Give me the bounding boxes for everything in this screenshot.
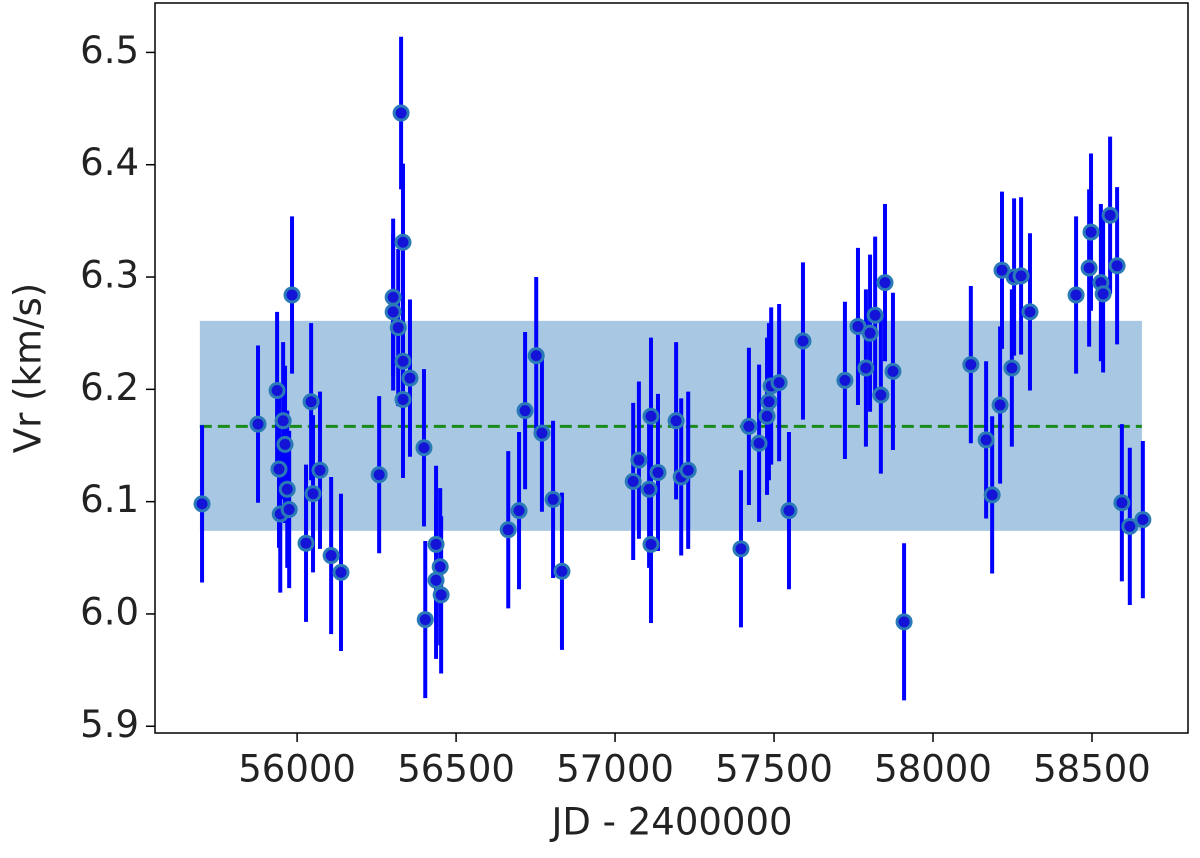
point [1134, 511, 1152, 529]
point [1003, 359, 1021, 377]
point [1012, 267, 1030, 285]
point [630, 451, 648, 469]
point [394, 352, 412, 370]
x-tick-label: 56500 [397, 748, 515, 791]
point [667, 412, 685, 430]
point [977, 431, 995, 449]
point [322, 547, 340, 565]
point [1121, 517, 1139, 535]
point [268, 381, 286, 399]
y-tick-label: 6.3 [80, 254, 139, 297]
point [431, 558, 449, 576]
point [760, 393, 778, 411]
point [394, 233, 412, 251]
point [750, 434, 768, 452]
point [624, 472, 642, 490]
point [866, 306, 884, 324]
y-tick-label: 6.2 [80, 366, 139, 409]
point [1080, 259, 1098, 277]
point [1113, 494, 1131, 512]
y-tick-label: 6.0 [80, 590, 139, 633]
point [280, 501, 298, 519]
point [302, 393, 320, 411]
point [861, 324, 879, 342]
point [415, 439, 433, 457]
point [274, 412, 292, 430]
point [640, 480, 658, 498]
point [276, 435, 294, 453]
point [384, 303, 402, 321]
y-tick-label: 6.5 [80, 29, 139, 72]
point [962, 356, 980, 374]
point [732, 540, 750, 558]
point [427, 571, 445, 589]
point [283, 286, 301, 304]
point [857, 359, 875, 377]
point [642, 407, 660, 425]
point [510, 502, 528, 520]
y-tick-label: 6.4 [80, 141, 139, 184]
x-axis-label: JD - 2400000 [549, 801, 792, 844]
point [1108, 257, 1126, 275]
point [527, 347, 545, 365]
point [679, 461, 697, 479]
point [499, 521, 517, 539]
point [304, 485, 322, 503]
point [876, 274, 894, 292]
point [1101, 206, 1119, 224]
point [544, 490, 562, 508]
point [1082, 223, 1100, 241]
point [392, 104, 410, 122]
point [1067, 286, 1085, 304]
point [427, 535, 445, 553]
plot-frame [154, 2, 1189, 734]
y-tick-label: 5.9 [80, 703, 139, 746]
point [836, 371, 854, 389]
y-axis-label: Vr (km/s) [7, 283, 50, 453]
point [416, 611, 434, 629]
point [278, 480, 296, 498]
point [384, 288, 402, 306]
x-tick-label: 58000 [874, 748, 992, 791]
point [872, 386, 890, 404]
point [389, 319, 407, 337]
x-tick-label: 57500 [715, 748, 833, 791]
point [516, 402, 534, 420]
point [249, 415, 267, 433]
point [332, 563, 350, 581]
point [311, 461, 329, 479]
point [297, 534, 315, 552]
point [1094, 285, 1112, 303]
point [895, 613, 913, 631]
y-tick-label: 6.1 [80, 478, 139, 521]
point [780, 502, 798, 520]
point [794, 332, 812, 350]
x-tick-label: 57000 [556, 748, 674, 791]
point [270, 460, 288, 478]
point [533, 424, 551, 442]
x-tick-label: 56000 [238, 748, 356, 791]
point [370, 466, 388, 484]
point [770, 374, 788, 392]
point [884, 362, 902, 380]
point [394, 390, 412, 408]
point [740, 417, 758, 435]
point [1021, 303, 1039, 321]
point [991, 396, 1009, 414]
x-tick-label: 58500 [1033, 748, 1151, 791]
point [193, 495, 211, 513]
point [401, 369, 419, 387]
point [553, 562, 571, 580]
point [649, 463, 667, 481]
point [758, 407, 776, 425]
point [432, 586, 450, 604]
point [983, 486, 1001, 504]
point [642, 535, 660, 553]
